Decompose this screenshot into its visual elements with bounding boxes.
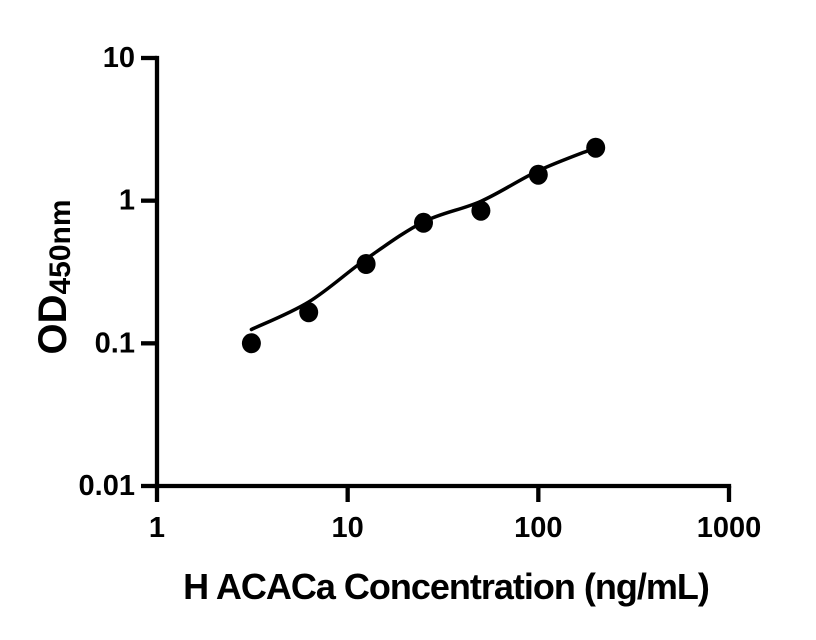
y-tick-label: 1: [119, 185, 135, 217]
x-tick-label: 1000: [697, 512, 762, 544]
y-axis-title-main: OD: [31, 295, 75, 355]
x-axis-title: H ACACa Concentration (ng/mL): [183, 566, 709, 607]
data-point: [471, 200, 491, 221]
x-tick-label: 100: [514, 512, 562, 544]
x-tick-label: 10: [332, 512, 364, 544]
data-point: [586, 137, 606, 158]
data-point: [241, 333, 261, 354]
data-point: [356, 254, 376, 274]
data-point: [528, 164, 548, 185]
y-tick-label: 0.01: [79, 470, 135, 502]
data-point: [414, 212, 433, 233]
y-axis-title-subscript: 450nm: [44, 199, 77, 294]
y-tick-label: 0.1: [95, 327, 135, 359]
data-point: [299, 302, 319, 323]
x-tick-label: 1: [149, 512, 165, 544]
y-tick-label: 10: [103, 42, 135, 74]
y-axis-title: OD450nm: [31, 199, 77, 354]
